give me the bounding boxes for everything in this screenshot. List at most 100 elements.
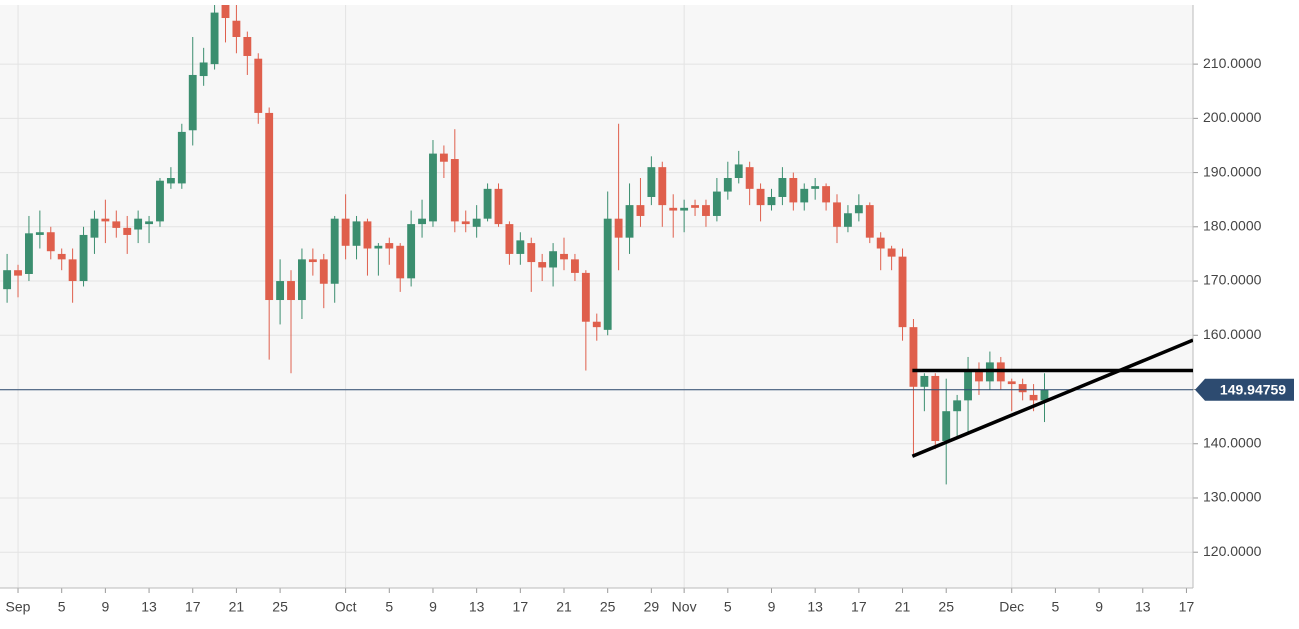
candle-body [385,243,394,249]
plot-area [0,5,1193,485]
candle-body [429,153,437,222]
candle-body [669,207,678,211]
x-tick-label: 17 [851,599,867,615]
candle-body [756,188,765,206]
candle-body [101,218,110,222]
y-tick-label: 190.0000 [1203,163,1262,179]
candle-body [625,205,634,238]
candle-body [243,36,252,56]
candle-body [276,281,285,301]
candle-body [407,224,416,279]
x-tick-label: 13 [141,599,157,615]
candle-body [254,58,263,113]
x-tick-label: 13 [469,599,485,615]
candle-body [560,253,568,260]
candle-body [964,370,972,401]
x-tick-label: 9 [768,599,776,615]
y-tick-label: 140.0000 [1203,434,1262,450]
candle-body [188,74,197,131]
candle-body [439,153,448,162]
candle-body [374,245,383,249]
candle-body [822,186,831,203]
candle-body [25,233,33,274]
y-tick-label: 200.0000 [1203,109,1262,125]
x-tick-label: Dec [999,599,1024,615]
candle-body [166,178,175,184]
candle-body [210,12,219,65]
x-tick-label: 5 [385,599,393,615]
candle-body [232,20,241,37]
candle-body [1040,389,1049,401]
candle-body [3,270,12,290]
x-tick-label: 17 [185,599,201,615]
y-tick-label: 130.0000 [1203,489,1262,505]
candle-body [571,259,579,273]
last-price-tag [1195,378,1294,401]
x-tick-label: 17 [513,599,529,615]
candle-body [221,5,230,19]
candle-body [79,234,88,282]
candle-body [396,245,405,279]
x-tick-label: Nov [672,599,697,615]
x-tick-label: 21 [556,599,572,615]
x-tick-label: 9 [1095,599,1103,615]
candle-body [330,218,339,284]
candle-body [123,227,132,235]
candle-body [647,167,656,197]
candle-body [461,221,470,225]
candle-body [614,218,623,238]
candle-body [680,207,689,211]
candle-body [800,188,809,203]
candle-body [145,221,153,225]
candle-body [494,188,503,225]
candle-body [789,178,798,203]
candle-body [865,205,874,238]
x-tick-label: 25 [600,599,616,615]
y-tick-label: 170.0000 [1203,272,1262,288]
candle-body [14,270,22,276]
x-tick-label: 13 [807,599,823,615]
x-tick-label: 5 [724,599,732,615]
x-tick-label: Oct [335,599,357,615]
candle-body [636,205,645,216]
candle-body [723,178,732,192]
x-tick-label: 21 [895,599,911,615]
candle-body [843,213,852,227]
x-tick-label: 5 [58,599,66,615]
candle-body [745,167,754,189]
candle-body [691,205,699,208]
candle-body [516,240,525,254]
x-tick-label: 25 [938,599,954,615]
candle-body [177,131,186,184]
candle-body [319,259,328,284]
candle-body [1029,394,1038,401]
candle-body [876,237,885,249]
candle-body [931,375,940,442]
x-tick-label: Sep [6,599,31,615]
candle-body [505,224,514,254]
candle-body [298,259,306,301]
candle-body [112,221,121,228]
candle-body [527,243,536,263]
candle-body [1007,381,1016,385]
candle-body [778,178,787,197]
y-tick-label: 160.0000 [1203,326,1262,342]
x-tick-label: 25 [272,599,288,615]
candle-body [975,370,983,382]
candle-body [603,218,612,330]
candle-body [909,327,918,387]
candle-body [134,218,143,230]
x-tick-label: 17 [1179,599,1195,615]
candle-body [483,188,492,219]
candle-body [308,259,317,263]
x-tick-label: 9 [101,599,109,615]
candle-body [833,202,841,227]
candle-body [549,251,558,268]
y-tick-label: 210.0000 [1203,55,1262,71]
x-tick-label: 29 [644,599,660,615]
y-tick-label: 120.0000 [1203,543,1262,559]
candle-body [46,232,55,252]
candle-body [811,186,820,189]
candle-body [592,321,601,328]
